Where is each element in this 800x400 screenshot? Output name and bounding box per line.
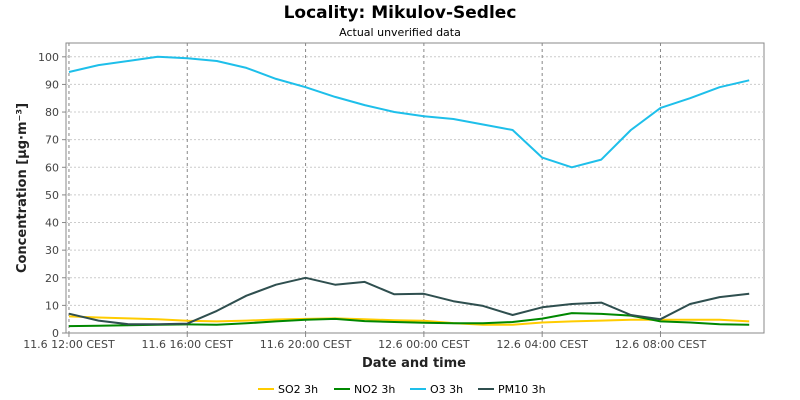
y-tick-label: 60 — [45, 161, 59, 174]
y-tick-label: 0 — [52, 327, 59, 340]
x-tick-label: 12.6 00:00 CEST — [378, 338, 470, 351]
series-line-so2-3h — [68, 315, 750, 326]
y-tick-label: 50 — [45, 189, 59, 202]
series-lines — [68, 55, 750, 328]
legend-item-pm10-3h: PM10 3h — [478, 383, 546, 396]
x-axis-ticks: 11.6 12:00 CEST 11.6 16:00 CEST 11.6 20:00… — [23, 333, 707, 351]
plot-area — [65, 42, 765, 334]
series-line-pm10-3h — [68, 276, 750, 326]
x-tick-label: 11.6 16:00 CEST — [141, 338, 233, 351]
x-tick-label: 11.6 20:00 CEST — [260, 338, 352, 351]
chart-subtitle: Actual unverified data — [339, 26, 461, 39]
legend-item-no2-3h: NO2 3h — [334, 383, 395, 396]
y-axis-title: Concentration [µg·m⁻³] — [15, 103, 30, 273]
x-axis-title: Date and time — [362, 356, 466, 371]
y-tick-label: 80 — [45, 106, 59, 119]
y-tick-label: 20 — [45, 272, 59, 285]
y-tick-label: 100 — [38, 51, 59, 64]
legend-label: SO2 3h — [278, 383, 318, 396]
legend-item-so2-3h: SO2 3h — [258, 383, 318, 396]
series-line-o3-3h — [68, 55, 750, 169]
x-tick-label: 11.6 12:00 CEST — [23, 338, 115, 351]
gridlines — [66, 43, 764, 333]
y-tick-label: 70 — [45, 134, 59, 147]
x-tick-label: 12.6 04:00 CEST — [496, 338, 588, 351]
legend-label: PM10 3h — [498, 383, 546, 396]
y-tick-label: 90 — [45, 78, 59, 91]
y-axis-ticks: 0 10 20 30 40 50 60 70 80 90 100 — [38, 51, 66, 340]
x-tick-label: 12.6 08:00 CEST — [615, 338, 707, 351]
legend-label: O3 3h — [430, 383, 463, 396]
chart-title: Locality: Mikulov-Sedlec — [284, 3, 517, 23]
legend-item-o3-3h: O3 3h — [410, 383, 463, 396]
legend: SO2 3h NO2 3h O3 3h PM10 3h — [258, 383, 546, 396]
y-tick-label: 10 — [45, 299, 59, 312]
y-tick-label: 30 — [45, 244, 59, 257]
legend-label: NO2 3h — [354, 383, 395, 396]
y-tick-label: 40 — [45, 217, 59, 230]
